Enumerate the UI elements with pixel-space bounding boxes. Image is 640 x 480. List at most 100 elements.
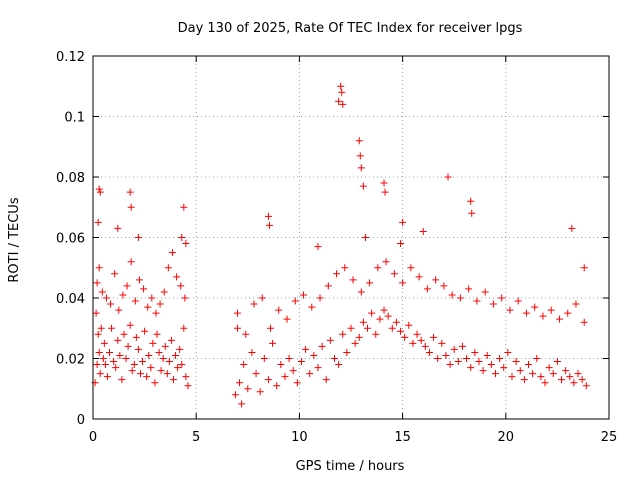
data-point bbox=[100, 339, 108, 347]
data-point bbox=[163, 370, 171, 378]
data-point bbox=[382, 258, 390, 266]
data-point bbox=[450, 345, 458, 353]
data-point bbox=[231, 391, 239, 399]
data-point bbox=[267, 324, 275, 332]
data-point bbox=[120, 330, 128, 338]
data-point bbox=[115, 306, 123, 314]
data-point bbox=[93, 361, 101, 369]
y-tick-label: 0.02 bbox=[56, 353, 85, 368]
data-point bbox=[384, 312, 392, 320]
data-point bbox=[124, 342, 132, 350]
data-point bbox=[144, 303, 152, 311]
data-point bbox=[165, 358, 173, 366]
data-point bbox=[582, 382, 590, 390]
data-point bbox=[260, 355, 268, 362]
data-point bbox=[180, 324, 188, 332]
data-point bbox=[101, 361, 109, 369]
data-point bbox=[401, 333, 409, 341]
data-point bbox=[281, 373, 289, 381]
data-point bbox=[580, 264, 588, 272]
data-point bbox=[397, 240, 405, 248]
data-point bbox=[152, 309, 160, 317]
data-point bbox=[520, 376, 528, 384]
data-point bbox=[471, 348, 479, 356]
data-point bbox=[537, 373, 545, 381]
data-point bbox=[94, 330, 102, 338]
data-point bbox=[95, 185, 103, 193]
data-point bbox=[407, 264, 415, 272]
data-point bbox=[252, 370, 260, 378]
data-point bbox=[508, 373, 516, 381]
data-point bbox=[456, 294, 464, 302]
data-point bbox=[364, 324, 372, 332]
data-point bbox=[440, 282, 448, 290]
data-point bbox=[178, 234, 186, 241]
data-point bbox=[467, 364, 475, 372]
data-point bbox=[547, 306, 555, 314]
data-point bbox=[388, 324, 396, 332]
x-tick-label: 20 bbox=[498, 430, 515, 445]
data-point bbox=[374, 264, 382, 272]
data-point bbox=[98, 288, 106, 296]
data-point bbox=[157, 367, 165, 375]
data-point bbox=[564, 309, 572, 317]
data-point bbox=[122, 355, 130, 362]
x-tick-label: 5 bbox=[192, 430, 200, 445]
data-point bbox=[128, 367, 136, 375]
data-point bbox=[541, 379, 549, 387]
data-point bbox=[578, 376, 586, 384]
data-point bbox=[562, 367, 570, 375]
data-point bbox=[127, 203, 135, 211]
data-point bbox=[491, 370, 499, 378]
data-point bbox=[347, 324, 355, 332]
data-point bbox=[93, 279, 101, 287]
data-point bbox=[333, 270, 341, 278]
data-point bbox=[475, 358, 483, 366]
data-point bbox=[156, 300, 164, 308]
data-point bbox=[141, 327, 149, 335]
data-point bbox=[174, 364, 182, 372]
data-point bbox=[238, 400, 246, 408]
data-point bbox=[178, 361, 186, 369]
data-point bbox=[324, 282, 332, 290]
data-point bbox=[182, 240, 190, 248]
data-point bbox=[114, 224, 122, 232]
data-point bbox=[392, 318, 400, 326]
x-axis-label: GPS time / hours bbox=[296, 459, 405, 474]
data-point bbox=[432, 276, 440, 284]
data-point bbox=[467, 197, 475, 205]
data-point bbox=[143, 373, 151, 381]
data-point bbox=[114, 336, 122, 344]
data-point bbox=[415, 273, 423, 281]
data-point bbox=[343, 348, 351, 356]
data-point bbox=[570, 379, 578, 387]
data-point bbox=[506, 306, 514, 314]
data-point bbox=[339, 330, 347, 338]
data-point bbox=[153, 330, 161, 338]
data-point bbox=[283, 315, 291, 323]
data-point bbox=[442, 351, 450, 359]
data-point bbox=[116, 351, 124, 359]
data-point bbox=[539, 312, 547, 320]
data-point bbox=[425, 348, 433, 356]
data-point bbox=[94, 218, 102, 226]
data-point bbox=[454, 358, 462, 366]
data-point bbox=[300, 291, 308, 299]
data-point bbox=[167, 336, 175, 344]
data-point bbox=[531, 303, 539, 311]
data-point bbox=[553, 358, 561, 366]
chart-title: Day 130 of 2025, Rate Of TEC Index for r… bbox=[178, 21, 523, 36]
data-point bbox=[233, 309, 241, 317]
data-point bbox=[376, 315, 384, 323]
data-point bbox=[102, 294, 110, 302]
data-point bbox=[97, 324, 105, 332]
data-point bbox=[289, 367, 297, 375]
data-point bbox=[107, 300, 115, 308]
grid bbox=[93, 56, 609, 419]
data-point bbox=[131, 297, 139, 305]
data-point bbox=[96, 188, 104, 196]
data-point bbox=[273, 382, 281, 390]
data-point bbox=[269, 339, 277, 347]
data-point bbox=[413, 330, 421, 338]
